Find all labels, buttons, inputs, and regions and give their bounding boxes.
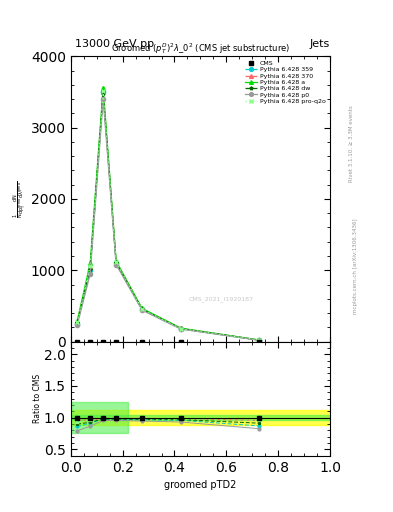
- Pythia 6.428 p0: [101, 96, 105, 102]
- Pythia 6.428 a: [88, 260, 93, 266]
- Pythia 6.428 dw: [178, 326, 183, 332]
- Title: Groomed $(p_T^D)^2\lambda\_0^2$ (CMS jet substructure): Groomed $(p_T^D)^2\lambda\_0^2$ (CMS jet…: [111, 41, 290, 56]
- CMS: [256, 338, 261, 345]
- Pythia 6.428 359: [75, 321, 79, 327]
- CMS: [75, 338, 79, 345]
- Y-axis label: $\mathrm{\frac{1}{N}\frac{dN}{dp_T^{grmd}d\lambda^{grmd}}}$: $\mathrm{\frac{1}{N}\frac{dN}{dp_T^{grmd…: [11, 180, 28, 218]
- CMS: [140, 338, 145, 345]
- Pythia 6.428 370: [101, 88, 105, 94]
- CMS: [114, 338, 119, 345]
- Pythia 6.428 p0: [256, 337, 261, 343]
- Pythia 6.428 dw: [256, 337, 261, 343]
- Line: CMS: CMS: [75, 339, 261, 344]
- Pythia 6.428 370: [140, 306, 145, 312]
- X-axis label: groomed pTD2: groomed pTD2: [164, 480, 237, 490]
- Text: Jets: Jets: [310, 38, 330, 49]
- Pythia 6.428 359: [101, 89, 105, 95]
- Pythia 6.428 a: [256, 337, 261, 343]
- Bar: [71, 402, 128, 434]
- Pythia 6.428 p0: [140, 307, 145, 313]
- Pythia 6.428 dw: [114, 260, 119, 266]
- Pythia 6.428 a: [75, 318, 79, 324]
- Pythia 6.428 359: [256, 337, 261, 343]
- Text: mcplots.cern.ch [arXiv:1306.3436]: mcplots.cern.ch [arXiv:1306.3436]: [353, 219, 358, 314]
- Pythia 6.428 370: [75, 318, 79, 325]
- Line: Pythia 6.428 pro-q2o: Pythia 6.428 pro-q2o: [75, 89, 261, 342]
- Text: Rivet 3.1.10, ≥ 3.3M events: Rivet 3.1.10, ≥ 3.3M events: [349, 105, 354, 182]
- Pythia 6.428 359: [178, 326, 183, 332]
- Line: Pythia 6.428 a: Pythia 6.428 a: [75, 86, 261, 342]
- Pythia 6.428 dw: [140, 306, 145, 312]
- CMS: [101, 338, 105, 345]
- Pythia 6.428 dw: [88, 266, 93, 272]
- Text: 13000 GeV pp: 13000 GeV pp: [75, 38, 154, 49]
- Pythia 6.428 p0: [178, 326, 183, 332]
- Pythia 6.428 dw: [75, 320, 79, 326]
- Pythia 6.428 a: [101, 84, 105, 91]
- Pythia 6.428 370: [178, 325, 183, 331]
- Line: Pythia 6.428 370: Pythia 6.428 370: [75, 89, 261, 342]
- Pythia 6.428 pro-q2o: [114, 259, 119, 265]
- Pythia 6.428 pro-q2o: [88, 263, 93, 269]
- Bar: [71, 410, 330, 425]
- Line: Pythia 6.428 p0: Pythia 6.428 p0: [75, 97, 261, 343]
- Pythia 6.428 pro-q2o: [101, 88, 105, 94]
- Pythia 6.428 dw: [101, 90, 105, 96]
- Pythia 6.428 a: [140, 305, 145, 311]
- Pythia 6.428 pro-q2o: [256, 337, 261, 343]
- Pythia 6.428 a: [114, 258, 119, 264]
- Pythia 6.428 370: [88, 264, 93, 270]
- Pythia 6.428 a: [178, 325, 183, 331]
- Bar: [71, 415, 330, 420]
- Pythia 6.428 pro-q2o: [178, 326, 183, 332]
- Pythia 6.428 359: [88, 267, 93, 273]
- Pythia 6.428 pro-q2o: [75, 319, 79, 326]
- Pythia 6.428 p0: [114, 262, 119, 268]
- Pythia 6.428 p0: [88, 271, 93, 277]
- Pythia 6.428 p0: [75, 322, 79, 328]
- Pythia 6.428 370: [114, 259, 119, 265]
- Pythia 6.428 pro-q2o: [140, 306, 145, 312]
- Legend: CMS, Pythia 6.428 359, Pythia 6.428 370, Pythia 6.428 a, Pythia 6.428 dw, Pythia: CMS, Pythia 6.428 359, Pythia 6.428 370,…: [244, 59, 327, 105]
- CMS: [88, 338, 93, 345]
- Pythia 6.428 359: [114, 260, 119, 266]
- Pythia 6.428 370: [256, 337, 261, 343]
- Line: Pythia 6.428 dw: Pythia 6.428 dw: [75, 91, 261, 342]
- Y-axis label: Ratio to CMS: Ratio to CMS: [33, 374, 42, 423]
- Line: Pythia 6.428 359: Pythia 6.428 359: [75, 90, 261, 342]
- CMS: [178, 338, 183, 345]
- Pythia 6.428 359: [140, 306, 145, 312]
- Text: CMS_2021_I1920187: CMS_2021_I1920187: [189, 296, 253, 302]
